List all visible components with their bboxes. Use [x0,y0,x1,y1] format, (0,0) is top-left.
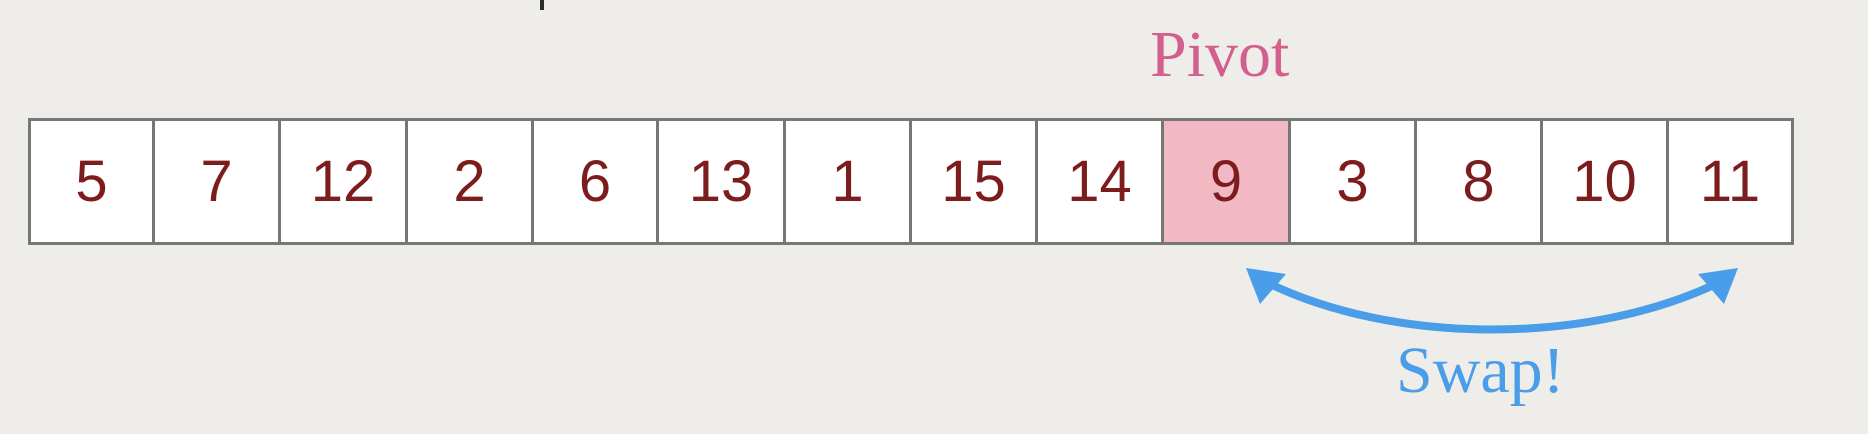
array-cell: 2 [408,121,534,242]
array-cell: 14 [1038,121,1164,242]
pivot-cell: 9 [1164,121,1291,242]
array-cell: 13 [659,121,786,242]
array-cell: 3 [1291,121,1417,242]
array-cell: 5 [31,121,155,242]
array-cell: 7 [155,121,281,242]
array-cell: 6 [534,121,659,242]
array-cell: 12 [281,121,408,242]
array-cell: 15 [912,121,1038,242]
array-cell: 1 [786,121,912,242]
curved-double-arrow-icon [1246,268,1738,334]
array-row: 5 7 12 2 6 13 1 15 14 9 3 8 10 11 [28,118,1794,245]
array-cell: 10 [1543,121,1669,242]
array-cell: 11 [1669,121,1794,242]
pivot-label: Pivot [1150,18,1290,91]
array-cell: 8 [1417,121,1543,242]
clipped-title-fragment [540,0,554,10]
swap-label: Swap! [1396,334,1565,407]
